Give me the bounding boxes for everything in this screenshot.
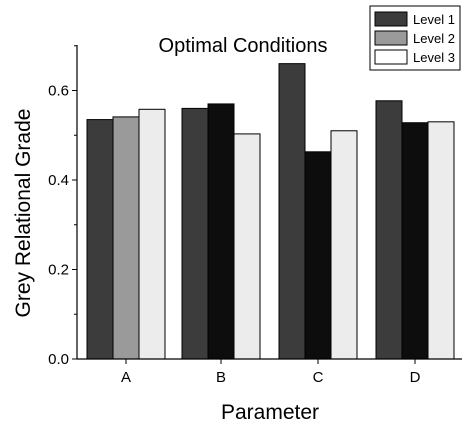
bar-c-level-3 (330, 130, 358, 360)
bar-b-level-2 (207, 103, 235, 360)
bar-a-level-2 (112, 116, 140, 360)
y-tick-label: 0.2 (48, 262, 69, 279)
y-tick-label: 0.6 (48, 83, 69, 100)
bars-group (86, 63, 455, 360)
bar-d-level-2 (401, 122, 429, 360)
x-axis-title: Parameter (221, 401, 319, 424)
legend: Level 1 Level 2 Level 3 (369, 5, 461, 71)
legend-label-1: Level 1 (413, 12, 455, 27)
chart-title: Optimal Conditions (159, 35, 328, 57)
bar-c-level-1 (278, 63, 306, 360)
legend-swatch-2 (374, 30, 408, 46)
legend-label-2: Level 2 (413, 31, 455, 46)
legend-swatch-1 (374, 11, 408, 27)
legend-label-3: Level 3 (413, 50, 455, 65)
y-ticks-group: 0.0 0.2 0.4 0.6 (48, 45, 77, 368)
legend-swatch-3 (374, 49, 408, 65)
y-tick-label: 0.4 (48, 172, 69, 189)
bar-d-level-3 (427, 121, 455, 360)
x-tick-label: A (121, 369, 131, 386)
bar-a-level-3 (138, 108, 166, 360)
bar-c-level-2 (304, 151, 332, 360)
y-tick-label: 0.0 (48, 351, 69, 368)
x-tick-label: B (216, 369, 226, 386)
bar-b-level-3 (233, 133, 261, 360)
bar-d-level-1 (375, 100, 403, 360)
x-ticks-group: A B C D (121, 359, 421, 386)
axes-group (76, 45, 462, 360)
x-tick-label: D (410, 369, 421, 386)
y-axis-title: Grey Relational Grade (12, 109, 35, 318)
bar-b-level-1 (181, 107, 209, 360)
bar-a-level-1 (86, 119, 114, 360)
x-tick-label: C (313, 369, 324, 386)
